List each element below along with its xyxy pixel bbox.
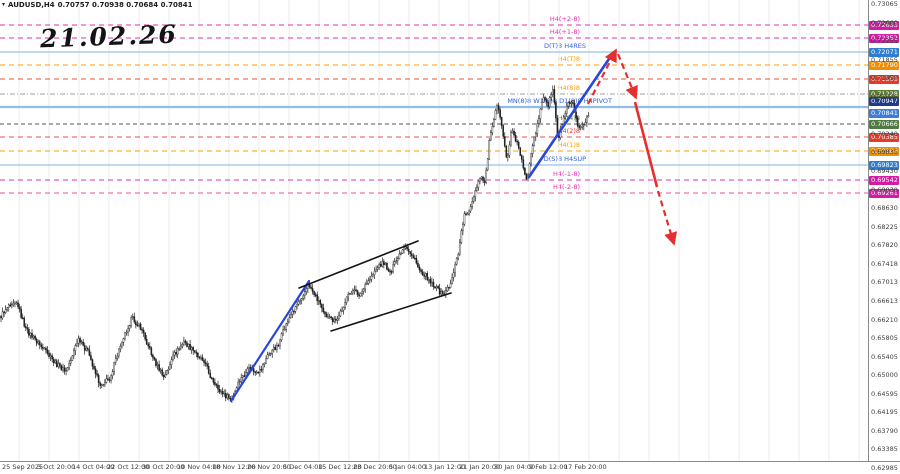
- time-label: 10 Nov 04:00: [177, 463, 221, 471]
- price-tick-label: 0.62985: [871, 464, 898, 472]
- time-label: 25 Sep 2025: [2, 463, 44, 471]
- price-tick-label: 0.66210: [871, 315, 898, 324]
- price-tick-label: 0.69430: [871, 167, 898, 176]
- price-tick-label: 0.64595: [871, 389, 898, 398]
- time-label: 23 Dec 20:00: [353, 463, 397, 471]
- channel-lower-line[interactable]: [330, 292, 452, 332]
- time-label: 26 Nov 20:00: [247, 463, 291, 471]
- price-tick-label: 0.71045: [871, 92, 898, 101]
- price-tick-label: 0.67418: [871, 259, 898, 268]
- price-level-tag: 0.69261: [869, 188, 899, 198]
- price-level-tag: 0.72352: [869, 33, 899, 43]
- gridlines: [18, 0, 860, 461]
- price-tick-label: 0.63790: [871, 426, 898, 435]
- price-level-tag: 0.69823: [869, 160, 899, 170]
- level-label: H4(8)8: [557, 84, 580, 92]
- time-label: 3 Oct 20:00: [37, 463, 76, 471]
- level-label: H4(+2-8): [549, 15, 580, 23]
- price-level-tag: 0.72633: [869, 20, 899, 30]
- price-tick-label: 0.65000: [871, 371, 898, 380]
- level-label: H4(T)8: [557, 55, 580, 63]
- price-tick-label: 0.73065: [871, 0, 898, 8]
- current-price-tag: 0.70841: [869, 108, 899, 118]
- price-tick-label: 0.67013: [871, 278, 898, 287]
- forecast-arrow-0[interactable]: [587, 48, 617, 105]
- symbol-timeframe-label: AUDUSD,H4: [8, 1, 55, 9]
- level-label: H4(-1-8): [552, 170, 580, 178]
- price-level-tag: 0.70385: [869, 132, 899, 142]
- price-tick-label: 0.71855: [871, 55, 898, 64]
- chart-title-bar: ▾ AUDUSD,H4 0.70757 0.70938 0.70684 0.70…: [2, 1, 192, 9]
- price-tick-label: 0.72255: [871, 37, 898, 46]
- time-label: 21 Jan 20:00: [459, 463, 501, 471]
- time-label: 18 Nov 12:00: [212, 463, 256, 471]
- price-tick-label: 0.72660: [871, 18, 898, 27]
- time-label: 17 Feb 20:00: [564, 463, 607, 471]
- price-tick-label: 0.68225: [871, 222, 898, 231]
- symbol-marker-icon: ▾: [2, 1, 6, 8]
- price-tick-label: 0.64195: [871, 408, 898, 417]
- level-label: H4(1)8: [557, 141, 580, 149]
- blue-trendline-1[interactable]: [229, 279, 311, 403]
- price-level-tag: 0.69542: [869, 175, 899, 185]
- price-tick-label: 0.69835: [871, 148, 898, 157]
- price-level-tag: 0.70947: [869, 97, 899, 106]
- price-level-tag: 0.70104: [869, 146, 899, 156]
- level-lines: [0, 24, 868, 194]
- time-label: 30 Oct 20:00: [142, 463, 185, 471]
- forecast-arrow-1[interactable]: [616, 53, 638, 100]
- price-tick-label: 0.71450: [871, 74, 898, 83]
- price-tick-label: 0.68630: [871, 204, 898, 213]
- time-label: 5 Jan 04:00: [389, 463, 427, 471]
- blue-trendline-2[interactable]: [527, 51, 615, 179]
- price-level-tag: 0.72071: [869, 47, 899, 57]
- level-label: D(T)8 H4RES: [543, 42, 586, 50]
- price-tick-label: 0.67820: [871, 241, 898, 250]
- price-tick-label: 0.63385: [871, 445, 898, 454]
- level-label: D(S)8 H4SUP: [543, 155, 586, 163]
- price-tick-label: 0.65405: [871, 352, 898, 361]
- time-label: 9 Feb 12:00: [529, 463, 568, 471]
- time-label: 15 Dec 12:00: [318, 463, 362, 471]
- time-label: 22 Oct 12:00: [107, 463, 150, 471]
- time-label: 5 Dec 04:00: [283, 463, 323, 471]
- forecast-arrow-2[interactable]: [633, 101, 659, 188]
- price-tick-label: 0.69030: [871, 185, 898, 194]
- time-label: 30 Jan 04:00: [494, 463, 536, 471]
- price-level-tag: 0.71509: [869, 74, 899, 84]
- price-level-tag: 0.71228: [869, 89, 899, 99]
- price-tick-label: 0.66613: [871, 296, 898, 305]
- time-label: 13 Jan 12:00: [424, 463, 466, 471]
- price-tick-label: 0.65805: [871, 334, 898, 343]
- price-level-tag: 0.70666: [869, 119, 899, 129]
- level-label: H4(2)8: [557, 127, 580, 135]
- handwritten-date-annotation: 21.02.26: [39, 19, 179, 54]
- candlesticks: [0, 85, 590, 404]
- level-label: MN(8)8 W1(8)8 D1(8)8 H4PIVOT: [507, 97, 612, 105]
- ohlc-values-label: 0.70757 0.70938 0.70684 0.70841: [57, 1, 193, 9]
- channel-upper-line[interactable]: [298, 240, 419, 289]
- time-label: 14 Oct 04:00: [72, 463, 115, 471]
- level-label: H4(+1-8): [549, 28, 580, 36]
- price-tick-label: 0.70240: [871, 129, 898, 138]
- level-label: H4(-2-8): [552, 183, 580, 191]
- price-level-tag: 0.71790: [869, 60, 899, 70]
